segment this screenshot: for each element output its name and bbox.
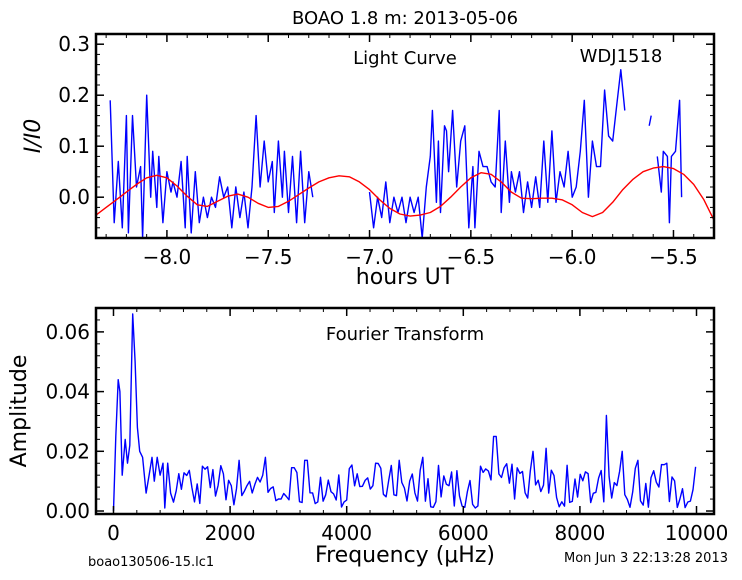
fourier-ticks: 0 2000 4000 6000 8000 10000 0.00 0.02 0.04 0.06 [45, 308, 728, 545]
fourier-y-axis-label: Amplitude [7, 355, 32, 468]
light-curve-plot-area [96, 69, 714, 238]
light-curve-series-0-line-0 [109, 94, 314, 238]
light-curve-x-tick-label: −5.5 [649, 245, 698, 269]
fourier-y-tick-label: 0.06 [45, 320, 90, 344]
fourier-annotation: Fourier Transform [326, 324, 484, 345]
footer-filename: boao130506-15.lc1 [88, 555, 214, 570]
light-curve-x-tick-label: −7.0 [345, 245, 394, 269]
light-curve-series-1-line-0 [96, 165, 714, 221]
fourier-x-tick-label: 2000 [205, 521, 256, 545]
fourier-x-tick-label: 8000 [554, 521, 605, 545]
light-curve-y-tick-label: 0.0 [58, 185, 90, 209]
fourier-x-tick-label: 0 [107, 521, 120, 545]
fourier-plot-area [112, 313, 697, 512]
light-curve-series-0-line-1 [368, 69, 626, 238]
light-curve-panel: −8.0 −7.5 −7.0 −6.5 −6.0 −5.5 0.0 0.1 0.2 0.3 Lig… [21, 32, 716, 290]
light-curve-y-tick-label: 0.2 [58, 83, 90, 107]
object-label: WDJ1518 [580, 46, 663, 67]
light-curve-annotation: Light Curve [353, 48, 457, 69]
light-curve-series-0-line-2 [648, 115, 652, 126]
light-curve-x-axis-label: hours UT [356, 265, 455, 290]
light-curve-x-tick-label: −8.0 [143, 245, 192, 269]
fourier-axes-frame [94, 306, 716, 516]
fourier-y-tick-label: 0.02 [45, 439, 90, 463]
figure-title: BOAO 1.8 m: 2013-05-06 [292, 8, 518, 29]
light-curve-x-tick-label: −7.5 [244, 245, 293, 269]
fourier-y-tick-label: 0.04 [45, 380, 90, 404]
fourier-x-tick-label: 6000 [438, 521, 489, 545]
light-curve-y-tick-label: 0.3 [58, 32, 90, 56]
light-curve-y-tick-label: 0.1 [58, 134, 90, 158]
fourier-x-tick-label: 4000 [321, 521, 372, 545]
light-curve-ticks: −8.0 −7.5 −7.0 −6.5 −6.0 −5.5 0.0 0.1 0.2 0.3 [58, 32, 715, 269]
light-curve-y-axis-label: I/I0 [21, 119, 46, 153]
fourier-series-0-line-0 [112, 313, 697, 512]
fourier-y-tick-label: 0.00 [45, 499, 90, 523]
light-curve-x-tick-label: −6.5 [447, 245, 496, 269]
fourier-x-axis-label: Frequency (μHz) [315, 543, 495, 568]
fourier-panel: 0 2000 4000 6000 8000 10000 0.00 0.02 0.04 0.06 F… [7, 306, 728, 568]
light-curve-series-0-line-3 [656, 99, 683, 224]
footer-timestamp: Mon Jun 3 22:13:28 2013 [564, 551, 728, 566]
fourier-x-tick-label: 10000 [665, 521, 729, 545]
light-curve-x-tick-label: −6.0 [548, 245, 597, 269]
